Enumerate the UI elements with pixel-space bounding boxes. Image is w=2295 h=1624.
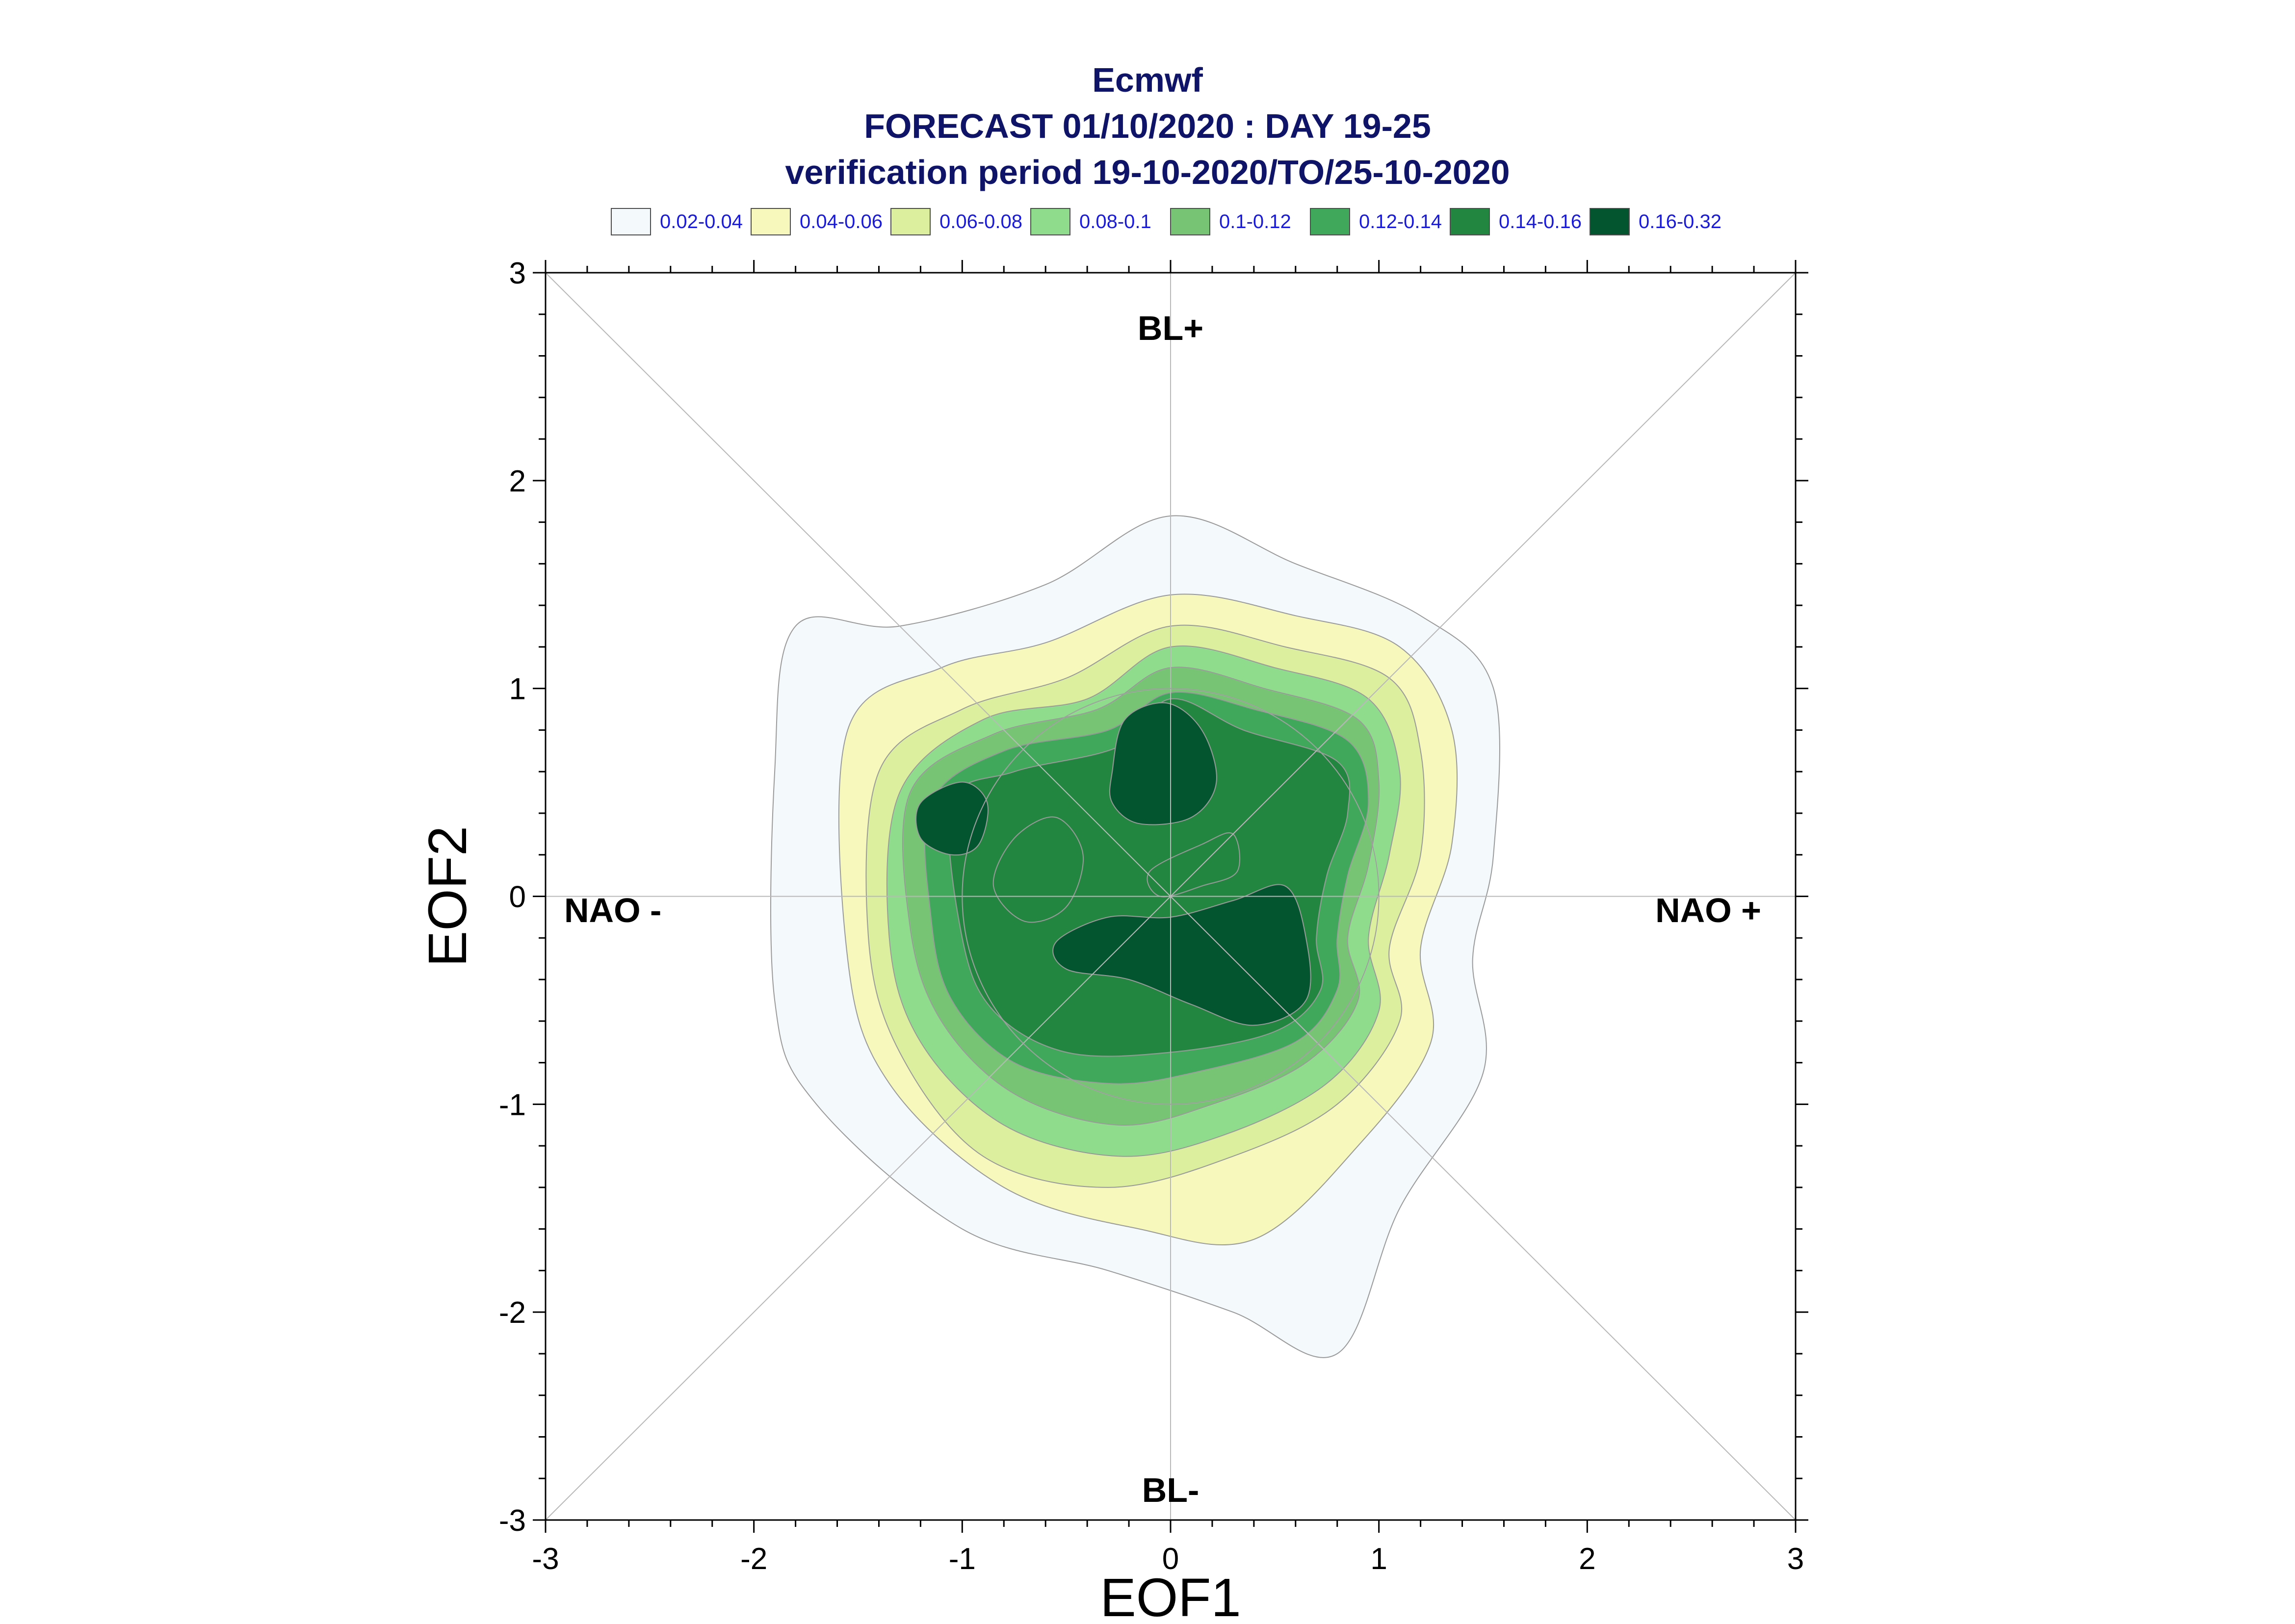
y-axis-label: EOF2 [417, 826, 478, 967]
y-tick-label: 1 [509, 672, 526, 706]
chart-title: Ecmwf [1092, 61, 1203, 99]
regime-label-bl-minus: BL- [1142, 1471, 1200, 1509]
x-tick-label: 0 [1162, 1542, 1179, 1576]
y-tick-label: 2 [509, 464, 526, 498]
legend-label: 0.1-0.12 [1219, 211, 1291, 232]
legend-label: 0.06-0.08 [939, 211, 1023, 232]
y-tick-label: 3 [509, 257, 526, 290]
y-tick-label: -1 [499, 1088, 526, 1122]
legend-label: 0.16-0.32 [1639, 211, 1722, 232]
legend-swatch [1310, 208, 1350, 235]
legend-label: 0.12-0.14 [1359, 211, 1442, 232]
legend-swatch [1590, 208, 1630, 235]
x-tick-label: 1 [1370, 1542, 1387, 1576]
chart-subtitle-forecast: FORECAST 01/10/2020 : DAY 19-25 [864, 107, 1431, 145]
x-tick-label: -3 [532, 1542, 559, 1576]
x-tick-label: 3 [1787, 1542, 1804, 1576]
legend-swatch [1170, 208, 1210, 235]
legend-swatch [890, 208, 931, 235]
contour-band [1052, 884, 1311, 1026]
contour-band [1109, 702, 1217, 825]
legend-label: 0.02-0.04 [660, 211, 743, 232]
legend-label: 0.08-0.1 [1079, 211, 1151, 232]
legend-label: 0.04-0.06 [800, 211, 883, 232]
x-axis-label: EOF1 [1100, 1568, 1241, 1624]
contour-band [915, 781, 989, 856]
legend-swatch [1450, 208, 1490, 235]
x-tick-label: -2 [740, 1542, 767, 1576]
legend-swatch [611, 208, 651, 235]
y-tick-label: -3 [499, 1504, 526, 1538]
diagonal-line [545, 272, 1796, 1521]
reference-circle [962, 688, 1380, 1105]
chart-subtitle-verification: verification period 19-10-2020/TO/25-10-… [785, 153, 1510, 191]
legend-label: 0.14-0.16 [1499, 211, 1582, 232]
legend-swatch [1030, 208, 1070, 235]
y-tick-label: 0 [509, 880, 526, 914]
x-tick-label: 2 [1579, 1542, 1595, 1576]
regime-label-nao-minus: NAO - [564, 891, 661, 929]
y-tick-label: -2 [499, 1296, 526, 1330]
legend-swatch [751, 208, 791, 235]
regime-label-nao-plus: NAO + [1655, 891, 1761, 929]
x-tick-label: -1 [949, 1542, 976, 1576]
regime-label-bl-plus: BL+ [1138, 309, 1203, 347]
